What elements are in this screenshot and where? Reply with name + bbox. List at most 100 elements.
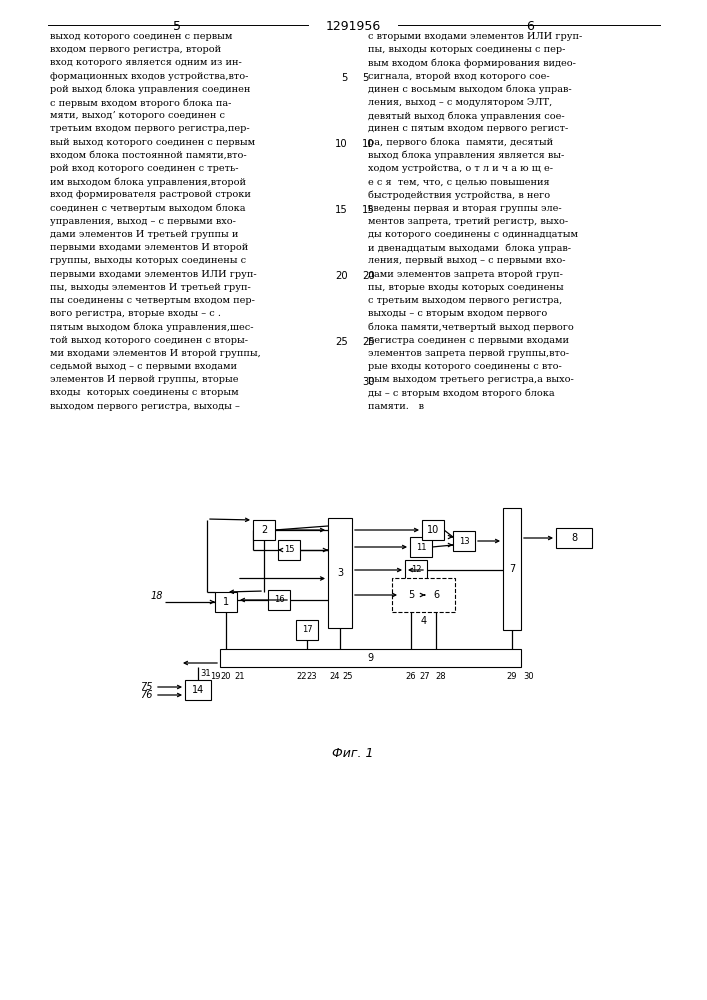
- Text: 19: 19: [210, 672, 221, 681]
- Text: вого регистра, вторые входы – с .: вого регистра, вторые входы – с .: [50, 309, 221, 318]
- Text: регистра соединен с первыми входами: регистра соединен с первыми входами: [368, 336, 569, 345]
- Text: 25: 25: [343, 672, 354, 681]
- Bar: [422, 520, 444, 540]
- Text: 15: 15: [284, 546, 294, 554]
- Text: 20: 20: [221, 672, 231, 681]
- Text: рым выходом третьего регистра,а выхо-: рым выходом третьего регистра,а выхо-: [368, 375, 574, 384]
- Text: ления, первый выход – с первыми вхо-: ления, первый выход – с первыми вхо-: [368, 256, 566, 265]
- Bar: [220, 649, 521, 667]
- Text: 25: 25: [362, 337, 375, 347]
- Text: ления, выход – с модулятором ЭЛТ,: ления, выход – с модулятором ЭЛТ,: [368, 98, 552, 107]
- Text: пы соединены с четвертым входом пер-: пы соединены с четвертым входом пер-: [50, 296, 255, 305]
- Text: ды которого соединены с одиннадцатым: ды которого соединены с одиннадцатым: [368, 230, 578, 239]
- Text: 12: 12: [411, 566, 421, 574]
- Text: введены первая и вторая группы эле-: введены первая и вторая группы эле-: [368, 204, 561, 213]
- Text: выходом первого регистра, выходы –: выходом первого регистра, выходы –: [50, 402, 240, 411]
- Text: 5: 5: [173, 20, 181, 33]
- Text: 31: 31: [200, 669, 211, 678]
- Text: 29: 29: [507, 672, 518, 681]
- Text: рые входы которого соединены с вто-: рые входы которого соединены с вто-: [368, 362, 562, 371]
- Bar: [268, 590, 290, 610]
- Text: 6: 6: [433, 590, 439, 600]
- Text: блока памяти,четвертый выход первого: блока памяти,четвертый выход первого: [368, 322, 574, 332]
- Text: 4: 4: [421, 616, 426, 626]
- Text: седьмой выход – с первыми входами: седьмой выход – с первыми входами: [50, 362, 237, 371]
- Bar: [400, 585, 422, 605]
- Text: 14: 14: [192, 685, 204, 695]
- Text: 10: 10: [362, 139, 375, 149]
- Text: 20: 20: [362, 271, 375, 281]
- Text: рой вход которого соединен с треть-: рой вход которого соединен с треть-: [50, 164, 238, 173]
- Text: 15: 15: [335, 205, 348, 215]
- Text: 10: 10: [335, 139, 348, 149]
- Text: соединен с четвертым выходом блока: соединен с четвертым выходом блока: [50, 204, 245, 213]
- Text: быстродействия устройства, в него: быстродействия устройства, в него: [368, 190, 550, 200]
- Text: первыми входами элементов И второй: первыми входами элементов И второй: [50, 243, 248, 252]
- Text: входом блока постоянной памяти,вто-: входом блока постоянной памяти,вто-: [50, 151, 247, 160]
- Text: им выходом блока управления,второй: им выходом блока управления,второй: [50, 177, 246, 187]
- Text: мяти, выходʼ которого соединен с: мяти, выходʼ которого соединен с: [50, 111, 225, 120]
- Bar: [425, 585, 447, 605]
- Text: входом первого регистра, второй: входом первого регистра, второй: [50, 45, 221, 54]
- Text: выход которого соединен с первым: выход которого соединен с первым: [50, 32, 233, 41]
- Text: 27: 27: [420, 672, 431, 681]
- Text: 1: 1: [223, 597, 229, 607]
- Text: 3: 3: [337, 568, 343, 578]
- Text: 9: 9: [368, 653, 373, 663]
- Text: 18: 18: [151, 591, 163, 601]
- Text: 23: 23: [307, 672, 317, 681]
- Text: первыми входами элементов ИЛИ груп-: первыми входами элементов ИЛИ груп-: [50, 270, 257, 279]
- Text: с первым входом второго блока па-: с первым входом второго блока па-: [50, 98, 231, 107]
- Text: 17: 17: [302, 626, 312, 635]
- Text: е с я  тем, что, с целью повышения: е с я тем, что, с целью повышения: [368, 177, 549, 186]
- Text: той выход которого соединен с вторы-: той выход которого соединен с вторы-: [50, 336, 248, 345]
- Text: 24: 24: [329, 672, 340, 681]
- Bar: [185, 680, 211, 700]
- Text: динен с пятым входом первого регист-: динен с пятым входом первого регист-: [368, 124, 568, 133]
- Text: выход блока управления является вы-: выход блока управления является вы-: [368, 151, 564, 160]
- Bar: [278, 540, 300, 560]
- Text: 76: 76: [141, 690, 153, 700]
- Text: Фиг. 1: Фиг. 1: [332, 747, 374, 760]
- Text: памяти. в: памяти. в: [368, 402, 424, 411]
- Text: 5: 5: [408, 590, 414, 600]
- Text: вход формирователя растровой строки: вход формирователя растровой строки: [50, 190, 251, 199]
- Text: 21: 21: [235, 672, 245, 681]
- Bar: [405, 560, 427, 580]
- Bar: [392, 578, 455, 612]
- Text: выходы – с вторым входом первого: выходы – с вторым входом первого: [368, 309, 547, 318]
- Text: 22: 22: [297, 672, 308, 681]
- Text: пятым выходом блока управления,шес-: пятым выходом блока управления,шес-: [50, 322, 254, 332]
- Text: вход которого является одним из ин-: вход которого является одним из ин-: [50, 58, 242, 67]
- Text: 1291956: 1291956: [325, 20, 380, 33]
- Text: с третьим выходом первого регистра,: с третьим выходом первого регистра,: [368, 296, 562, 305]
- Text: формационных входов устройства,вто-: формационных входов устройства,вто-: [50, 72, 248, 81]
- Bar: [296, 620, 318, 640]
- Text: третьим входом первого регистра,пер-: третьим входом первого регистра,пер-: [50, 124, 250, 133]
- Text: вым входом блока формирования видео-: вым входом блока формирования видео-: [368, 58, 576, 68]
- Text: рой выход блока управления соединен: рой выход блока управления соединен: [50, 85, 250, 94]
- Text: 7: 7: [509, 564, 515, 574]
- Text: ходом устройства, о т л и ч а ю щ е-: ходом устройства, о т л и ч а ю щ е-: [368, 164, 553, 173]
- Text: входы  которых соединены с вторым: входы которых соединены с вторым: [50, 388, 239, 397]
- Text: пы, выходы которых соединены с пер-: пы, выходы которых соединены с пер-: [368, 45, 566, 54]
- Text: 26: 26: [406, 672, 416, 681]
- Text: пы, вторые входы которых соединены: пы, вторые входы которых соединены: [368, 283, 563, 292]
- Text: 8: 8: [571, 533, 577, 543]
- Text: 30: 30: [524, 672, 534, 681]
- Bar: [503, 508, 521, 630]
- Bar: [253, 520, 275, 540]
- Text: 5: 5: [362, 73, 368, 83]
- Text: 20: 20: [335, 271, 348, 281]
- Text: 10: 10: [427, 525, 439, 535]
- Text: элементов запрета первой группы,вто-: элементов запрета первой группы,вто-: [368, 349, 569, 358]
- Text: и двенадцатым выходами  блока управ-: и двенадцатым выходами блока управ-: [368, 243, 571, 253]
- Bar: [453, 531, 475, 551]
- Text: девятый выход блока управления сое-: девятый выход блока управления сое-: [368, 111, 565, 121]
- Text: пы, выходы элементов И третьей груп-: пы, выходы элементов И третьей груп-: [50, 283, 251, 292]
- Text: ды – с вторым входом второго блока: ды – с вторым входом второго блока: [368, 388, 554, 398]
- Text: 11: 11: [416, 542, 426, 552]
- Text: вый выход которого соединен с первым: вый выход которого соединен с первым: [50, 138, 255, 147]
- Text: 15: 15: [362, 205, 375, 215]
- Text: 25: 25: [335, 337, 348, 347]
